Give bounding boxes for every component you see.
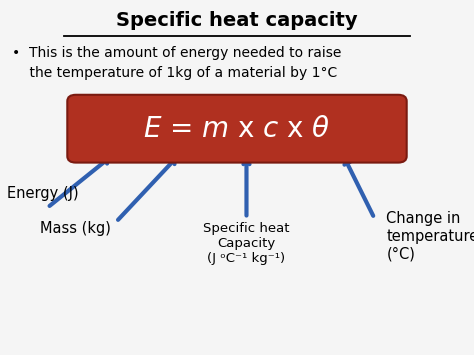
Text: Change in
temperature
(°C): Change in temperature (°C) [386,211,474,261]
Text: Mass (kg): Mass (kg) [40,222,111,236]
Text: Specific heat
Capacity
(J ᵒC⁻¹ kg⁻¹): Specific heat Capacity (J ᵒC⁻¹ kg⁻¹) [203,222,290,265]
Text: •  This is the amount of energy needed to raise: • This is the amount of energy needed to… [12,46,341,60]
Text: Specific heat capacity: Specific heat capacity [116,11,358,30]
FancyBboxPatch shape [67,95,407,163]
Text: $\mathit{E}$ = $\mathit{m}$ x $\mathit{c}$ x $\mathit{\theta}$: $\mathit{E}$ = $\mathit{m}$ x $\mathit{c… [143,115,331,143]
Text: Energy (J): Energy (J) [7,186,79,201]
Text: the temperature of 1kg of a material by 1°C: the temperature of 1kg of a material by … [12,66,337,80]
